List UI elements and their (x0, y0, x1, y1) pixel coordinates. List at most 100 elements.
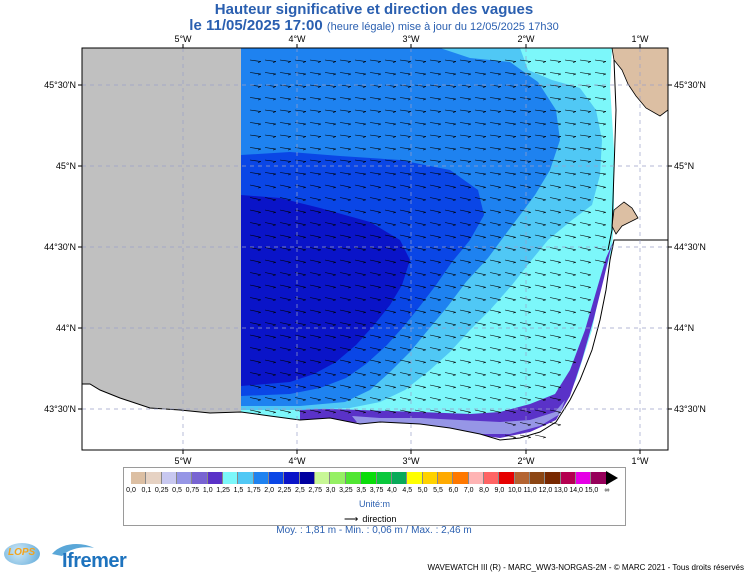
direction-arrow-head (437, 199, 441, 201)
direction-arrow (474, 372, 486, 376)
direction-arrow-head (422, 299, 426, 301)
direction-arrow (339, 272, 351, 276)
direction-arrow (579, 109, 591, 112)
direction-arrow-head (527, 436, 531, 439)
direction-arrow-head (542, 136, 546, 138)
direction-arrow (264, 397, 276, 401)
direction-arrow-head (257, 73, 261, 76)
direction-arrow (474, 134, 486, 137)
direction-arrow-head (287, 111, 291, 113)
direction-arrow (594, 184, 606, 188)
direction-arrow (504, 109, 516, 112)
legend-labels: 0,0 0,1 0,25 0,5 0,75 1,0 1,25 1,5 1,75 2,0 2,25 2,… (124, 487, 625, 497)
direction-arrow (429, 122, 441, 125)
direction-arrow-head (347, 86, 351, 88)
direction-arrow-head (392, 136, 396, 138)
legend-cell (560, 472, 576, 484)
direction-arrow-head (557, 61, 561, 63)
direction-arrow (534, 422, 546, 426)
lat-label-right-4330: 43°30'N (674, 404, 706, 414)
direction-arrow-head (272, 374, 276, 376)
direction-arrow-head (332, 136, 336, 138)
direction-arrow (459, 372, 471, 376)
direction-arrow (534, 384, 546, 388)
direction-arrow-head (467, 286, 471, 289)
direction-arrow-head (377, 236, 381, 239)
direction-arrow-head (512, 286, 516, 289)
direction-arrow-head (437, 324, 441, 326)
direction-arrow (309, 59, 321, 62)
direction-arrow-head (377, 123, 381, 126)
direction-arrow-head (527, 173, 531, 176)
direction-arrow-head (257, 211, 261, 214)
direction-arrow (519, 284, 531, 288)
direction-arrow (279, 284, 291, 288)
direction-key: ⟶ direction (344, 514, 396, 525)
direction-arrow (249, 147, 261, 150)
direction-arrow-head (557, 424, 561, 426)
direction-arrow-head (272, 361, 276, 364)
direction-arrow (504, 147, 516, 150)
direction-arrow (519, 372, 531, 376)
legend-tick-label: 11,0 (523, 487, 537, 494)
lon-label-bottom-2w: 2°W (517, 456, 535, 466)
direction-arrow-head (422, 374, 426, 376)
direction-arrow-head (377, 286, 381, 289)
direction-arrow (459, 272, 471, 276)
direction-arrow (564, 347, 576, 351)
direction-arrow (309, 359, 321, 363)
direction-arrow (414, 234, 426, 238)
direction-arrow (354, 134, 366, 137)
direction-arrow-head (512, 336, 516, 339)
direction-arrow (264, 147, 276, 150)
direction-arrow-head (332, 211, 336, 214)
direction-arrow (474, 72, 486, 75)
legend-cell (269, 472, 285, 484)
direction-arrow (414, 134, 426, 137)
legend-cell (223, 472, 239, 484)
direction-arrow (474, 334, 486, 338)
direction-arrow (354, 334, 366, 338)
direction-arrow (339, 247, 351, 251)
legend-cell (376, 472, 392, 484)
direction-arrow (459, 359, 471, 363)
direction-arrow-head (512, 173, 516, 176)
direction-arrow-head (542, 86, 546, 88)
direction-arrow-head (407, 236, 411, 239)
direction-arrow (354, 159, 366, 162)
legend-cell (192, 472, 208, 484)
direction-arrow (279, 134, 291, 137)
direction-arrow (504, 122, 516, 125)
direction-arrow (459, 122, 471, 125)
direction-arrow-head (437, 336, 441, 339)
direction-arrow (459, 322, 471, 326)
direction-arrow-head (272, 274, 276, 276)
direction-arrow-head (437, 349, 441, 351)
direction-arrow (504, 409, 516, 413)
direction-arrow-head (317, 361, 321, 364)
lon-label-bottom-1w: 1°W (631, 456, 649, 466)
direction-arrow-head (527, 386, 531, 389)
direction-arrow-head (557, 386, 561, 389)
direction-arrow-head (377, 411, 381, 414)
direction-arrow-head (437, 123, 441, 126)
legend-colorbar (131, 472, 607, 484)
direction-arrow-head (317, 249, 321, 251)
direction-arrow (504, 209, 516, 213)
direction-arrow (579, 122, 591, 125)
direction-arrow-head (587, 73, 591, 76)
direction-arrow-head (512, 424, 516, 426)
direction-arrow-head (542, 186, 546, 189)
direction-arrow-head (317, 349, 321, 351)
direction-arrow-head (347, 311, 351, 314)
direction-arrow-head (332, 148, 336, 151)
direction-arrow (444, 259, 456, 263)
direction-arrow-head (362, 86, 366, 88)
direction-arrow (309, 247, 321, 251)
direction-arrow-head (512, 374, 516, 376)
direction-arrow (444, 97, 456, 100)
direction-arrow (519, 197, 531, 201)
direction-arrow (399, 184, 411, 188)
direction-arrow (459, 159, 471, 162)
direction-arrow-head (317, 98, 321, 101)
